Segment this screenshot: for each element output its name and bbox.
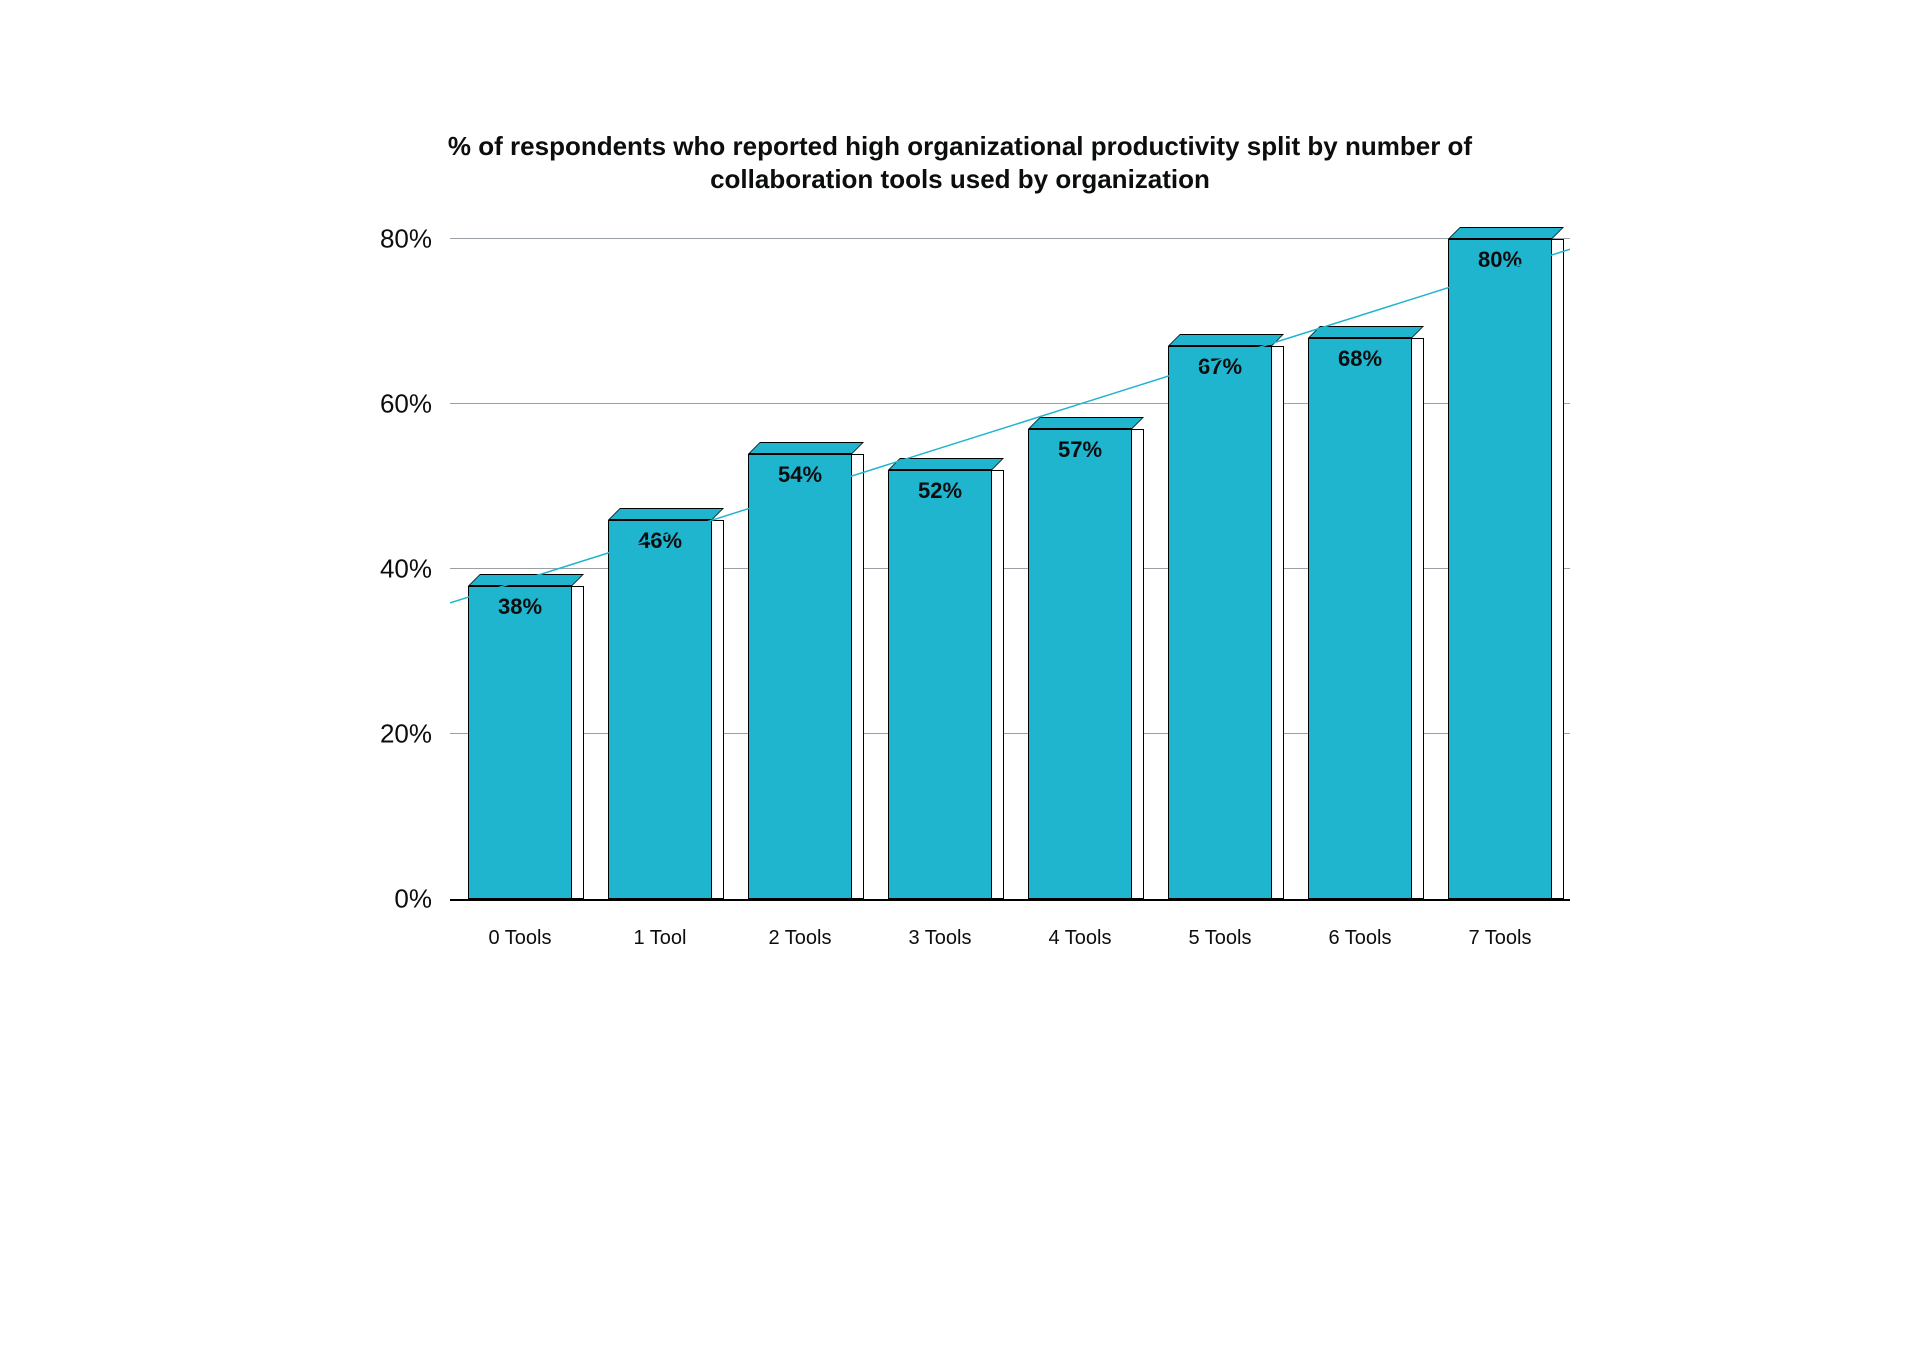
x-axis-label: 1 Tool xyxy=(590,927,730,950)
bar-top-face xyxy=(1028,417,1144,429)
bar-slot: 68% xyxy=(1290,241,1430,899)
x-axis-labels: 0 Tools1 Tool2 Tools3 Tools4 Tools5 Tool… xyxy=(450,927,1570,950)
bar-front-face xyxy=(608,520,712,900)
x-axis-label: 2 Tools xyxy=(730,927,870,950)
bar-slot: 38% xyxy=(450,241,590,899)
bar-top-face xyxy=(1168,334,1284,346)
plot-area: 38%46%54%52%57%67%68%80% 0%20%40%60%80% xyxy=(450,241,1570,901)
y-axis-label: 20% xyxy=(380,719,450,750)
bar: 38% xyxy=(468,586,572,900)
bar-value-label: 38% xyxy=(468,594,572,620)
x-axis-label: 6 Tools xyxy=(1290,927,1430,950)
gridline xyxy=(450,238,1570,239)
bar-slot: 80% xyxy=(1430,241,1570,899)
bar-top-face xyxy=(1308,326,1424,338)
bar-front-face xyxy=(1308,338,1412,899)
bar-value-label: 68% xyxy=(1308,346,1412,372)
bar-value-label: 67% xyxy=(1168,354,1272,380)
bar: 52% xyxy=(888,470,992,899)
x-axis-label: 7 Tools xyxy=(1430,927,1570,950)
bar-top-face xyxy=(888,458,1004,470)
x-axis-label: 3 Tools xyxy=(870,927,1010,950)
bar-top-face xyxy=(468,574,584,586)
x-axis-label: 0 Tools xyxy=(450,927,590,950)
bar: 80% xyxy=(1448,239,1552,899)
chart-container: % of respondents who reported high organ… xyxy=(310,130,1610,950)
x-axis-label: 4 Tools xyxy=(1010,927,1150,950)
bar-value-label: 57% xyxy=(1028,437,1132,463)
bar-front-face xyxy=(1448,239,1552,899)
bar-slot: 54% xyxy=(730,241,870,899)
y-axis-label: 40% xyxy=(380,554,450,585)
bar: 46% xyxy=(608,520,712,900)
bar: 67% xyxy=(1168,346,1272,899)
y-axis-label: 0% xyxy=(394,884,450,915)
bar-slot: 46% xyxy=(590,241,730,899)
plot: 38%46%54%52%57%67%68%80% 0%20%40%60%80% … xyxy=(450,241,1570,950)
y-axis-label: 60% xyxy=(380,389,450,420)
bar-front-face xyxy=(1168,346,1272,899)
bar-top-face xyxy=(748,442,864,454)
x-axis-label: 5 Tools xyxy=(1150,927,1290,950)
bar-front-face xyxy=(748,454,852,900)
bar-value-label: 52% xyxy=(888,478,992,504)
bar-value-label: 54% xyxy=(748,462,852,488)
bar-front-face xyxy=(1028,429,1132,899)
bars-layer: 38% 46% 54% 52% 57% 67% 68% 80% xyxy=(450,241,1570,899)
bar-top-face xyxy=(608,508,724,520)
bar-top-face xyxy=(1448,227,1564,239)
chart-title: % of respondents who reported high organ… xyxy=(310,130,1610,195)
bar: 57% xyxy=(1028,429,1132,899)
bar-front-face xyxy=(888,470,992,899)
bar: 68% xyxy=(1308,338,1412,899)
bar-slot: 57% xyxy=(1010,241,1150,899)
bar: 54% xyxy=(748,454,852,900)
bar-slot: 67% xyxy=(1150,241,1290,899)
y-axis-label: 80% xyxy=(380,224,450,255)
bar-slot: 52% xyxy=(870,241,1010,899)
bar-value-label: 46% xyxy=(608,528,712,554)
bar-front-face xyxy=(468,586,572,900)
bar-value-label: 80% xyxy=(1448,247,1552,273)
